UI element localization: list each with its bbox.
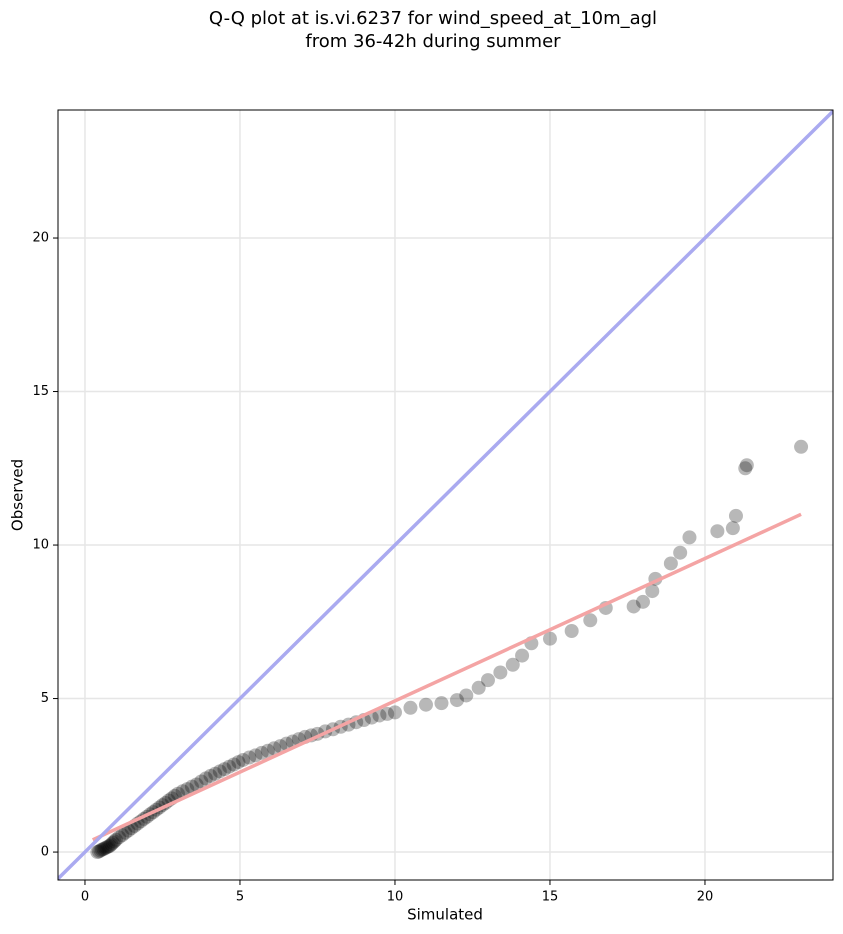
data-point — [645, 584, 660, 599]
data-point — [98, 841, 113, 856]
data-point — [175, 784, 190, 799]
data-point — [564, 624, 579, 639]
data-point — [372, 708, 387, 723]
chart-title: from 36-42h during summer — [305, 31, 561, 52]
data-point — [242, 750, 257, 765]
data-point — [279, 736, 294, 751]
data-point — [459, 688, 474, 703]
y-tick-label: 15 — [32, 384, 49, 399]
data-point — [682, 530, 697, 545]
data-point — [387, 705, 402, 720]
data-point — [663, 556, 678, 571]
data-point — [728, 508, 743, 523]
data-point — [101, 839, 116, 854]
data-point — [635, 594, 650, 609]
data-point — [380, 706, 395, 721]
x-tick-label: 0 — [81, 890, 89, 905]
data-point — [217, 762, 232, 777]
data-point — [626, 599, 641, 614]
data-point — [449, 693, 464, 708]
data-point — [738, 461, 753, 476]
data-point — [505, 657, 520, 672]
data-point — [222, 759, 237, 774]
data-point — [480, 673, 495, 688]
x-tick-label: 10 — [387, 890, 404, 905]
data-point — [95, 842, 110, 857]
data-point — [248, 748, 263, 763]
x-tick-label: 5 — [236, 890, 244, 905]
x-tick-label: 20 — [697, 890, 714, 905]
data-point — [102, 838, 117, 853]
data-point — [180, 782, 195, 797]
y-axis-label: Observed — [9, 459, 27, 531]
data-point — [105, 835, 120, 850]
data-point — [254, 745, 269, 760]
fit-line — [91, 512, 802, 842]
data-point — [739, 458, 754, 473]
y-tick-label: 10 — [32, 538, 49, 553]
data-point — [93, 843, 108, 858]
data-point — [794, 439, 809, 454]
data-point — [90, 845, 105, 860]
data-point — [583, 613, 598, 628]
data-point — [96, 841, 111, 856]
data-point — [673, 545, 688, 560]
y-tick-label: 0 — [41, 845, 49, 860]
data-point — [208, 766, 223, 781]
data-point — [112, 830, 127, 845]
data-point — [91, 844, 106, 859]
data-point — [99, 840, 114, 855]
data-point — [542, 631, 557, 646]
data-point — [236, 752, 251, 767]
data-point — [104, 837, 119, 852]
data-point — [198, 771, 213, 786]
data-point — [725, 521, 740, 536]
identity-line — [58, 110, 833, 880]
data-point — [710, 524, 725, 539]
data-point — [226, 757, 241, 772]
y-tick-label: 20 — [32, 231, 49, 246]
data-point — [515, 648, 530, 663]
chart-title: Q-Q plot at is.vi.6237 for wind_speed_at… — [209, 8, 657, 29]
data-point — [273, 739, 288, 754]
data-point — [231, 755, 246, 770]
data-point — [115, 828, 130, 843]
data-point — [212, 764, 227, 779]
data-point — [118, 825, 133, 840]
data-point — [194, 774, 209, 789]
data-point — [403, 700, 418, 715]
plot-area — [58, 110, 833, 880]
data-point — [184, 779, 199, 794]
data-point — [493, 665, 508, 680]
data-point — [203, 768, 218, 783]
data-point — [107, 834, 122, 849]
data-point — [189, 777, 204, 792]
data-point — [121, 823, 136, 838]
data-point — [267, 741, 282, 756]
axes-frame — [57, 109, 834, 881]
data-point — [471, 680, 486, 695]
x-axis-label: Simulated — [407, 906, 483, 924]
y-tick-label: 5 — [41, 691, 49, 706]
data-point — [260, 743, 275, 758]
x-tick-label: 15 — [542, 890, 559, 905]
data-point — [418, 697, 433, 712]
data-point — [108, 832, 123, 847]
data-point — [434, 696, 449, 711]
